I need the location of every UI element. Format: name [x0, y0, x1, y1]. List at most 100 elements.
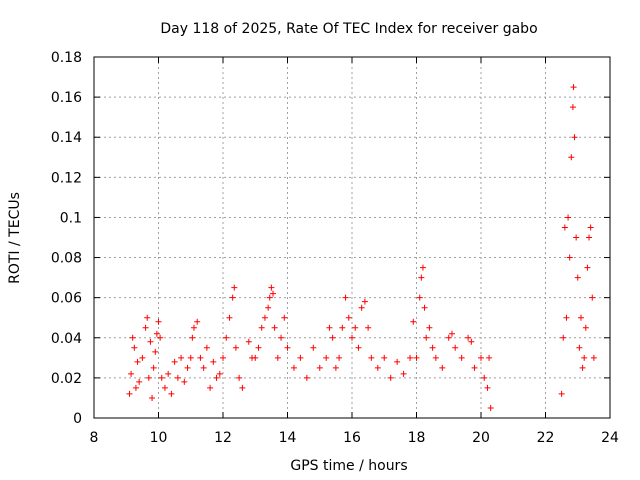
data-point-marker: [355, 344, 362, 351]
axis-ticks: 8 10 12 14 16 18 20 22 24 0 0.02 0.04 0.06 0.08 0.1 0.1…: [51, 50, 619, 446]
data-point-marker: [128, 370, 135, 377]
x-tick-label: 18: [408, 430, 426, 446]
data-point-marker: [213, 374, 220, 381]
data-point-marker: [187, 354, 194, 361]
data-point-marker: [561, 224, 568, 231]
data-point-marker: [142, 324, 149, 331]
data-point-marker: [365, 324, 372, 331]
data-point-marker: [239, 384, 246, 391]
data-point-marker: [332, 364, 339, 371]
data-point-marker: [310, 344, 317, 351]
data-point-marker: [368, 354, 375, 361]
data-point-marker: [429, 344, 436, 351]
y-tick-label: 0.14: [51, 130, 82, 146]
data-point-marker: [448, 330, 455, 337]
data-point-marker: [468, 338, 475, 345]
data-point-marker: [236, 374, 243, 381]
data-point-marker: [589, 294, 596, 301]
data-point-marker: [139, 354, 146, 361]
data-point-marker: [471, 364, 478, 371]
data-point-marker: [432, 354, 439, 361]
data-point-marker: [571, 134, 578, 141]
data-point-marker: [126, 390, 133, 397]
data-point-marker: [487, 404, 494, 411]
data-point-marker: [421, 304, 428, 311]
data-point-marker: [426, 324, 433, 331]
x-tick-label: 16: [343, 430, 361, 446]
data-point-marker: [452, 344, 459, 351]
data-point-marker: [147, 338, 154, 345]
data-point-marker: [416, 294, 423, 301]
data-point-marker: [129, 334, 136, 341]
data-point-marker: [336, 354, 343, 361]
data-point-marker: [203, 344, 210, 351]
data-point-marker: [197, 354, 204, 361]
data-point-marker: [189, 334, 196, 341]
data-point-marker: [149, 394, 156, 401]
data-point-marker: [134, 358, 141, 365]
data-point-marker: [569, 104, 576, 111]
data-point-marker: [342, 294, 349, 301]
x-tick-label: 10: [150, 430, 168, 446]
data-point-marker: [136, 378, 143, 385]
data-point-marker: [145, 374, 152, 381]
x-tick-label: 8: [90, 430, 99, 446]
data-point-marker: [361, 298, 368, 305]
data-point-marker: [568, 154, 575, 161]
data-point-marker: [573, 234, 580, 241]
data-point-marker: [155, 318, 162, 325]
x-axis-label: GPS time / hours: [290, 458, 407, 474]
data-point-marker: [258, 324, 265, 331]
data-point-marker: [423, 334, 430, 341]
data-point-marker: [576, 344, 583, 351]
data-point-marker: [558, 390, 565, 397]
data-point-marker: [165, 370, 172, 377]
x-tick-label: 24: [601, 430, 619, 446]
data-point-marker: [245, 338, 252, 345]
data-point-marker: [144, 314, 151, 321]
data-point-marker: [290, 364, 297, 371]
y-tick-label: 0.12: [51, 170, 82, 186]
data-point-marker: [168, 390, 175, 397]
x-tick-label: 20: [472, 430, 490, 446]
data-point-marker: [150, 364, 157, 371]
data-point-marker: [579, 364, 586, 371]
data-point-marker: [255, 344, 262, 351]
data-point-marker: [581, 354, 588, 361]
data-points: [126, 84, 597, 411]
data-point-marker: [566, 254, 573, 261]
data-point-marker: [419, 264, 426, 271]
data-point-marker: [577, 314, 584, 321]
data-point-marker: [565, 214, 572, 221]
data-point-marker: [387, 374, 394, 381]
data-point-marker: [223, 334, 230, 341]
data-point-marker: [281, 314, 288, 321]
data-point-marker: [326, 324, 333, 331]
data-point-marker: [586, 234, 593, 241]
data-point-marker: [278, 334, 285, 341]
data-point-marker: [297, 354, 304, 361]
data-point-marker: [323, 354, 330, 361]
data-point-marker: [486, 354, 493, 361]
data-point-marker: [132, 384, 139, 391]
y-tick-label: 0.04: [51, 331, 82, 347]
data-point-marker: [439, 364, 446, 371]
data-point-marker: [445, 334, 452, 341]
data-point-marker: [458, 354, 465, 361]
data-point-marker: [216, 370, 223, 377]
data-point-marker: [563, 314, 570, 321]
data-point-marker: [590, 354, 597, 361]
data-point-marker: [231, 284, 238, 291]
data-point-marker: [153, 330, 160, 337]
y-tick-label: 0.06: [51, 291, 82, 307]
x-tick-label: 12: [214, 430, 232, 446]
data-point-marker: [184, 364, 191, 371]
data-point-marker: [152, 348, 159, 355]
y-tick-label: 0.08: [51, 251, 82, 267]
data-point-marker: [274, 354, 281, 361]
data-point-marker: [410, 318, 417, 325]
data-point-marker: [131, 344, 138, 351]
y-axis-label: ROTI / TECUs: [7, 192, 23, 284]
data-point-marker: [574, 274, 581, 281]
data-point-marker: [157, 334, 164, 341]
